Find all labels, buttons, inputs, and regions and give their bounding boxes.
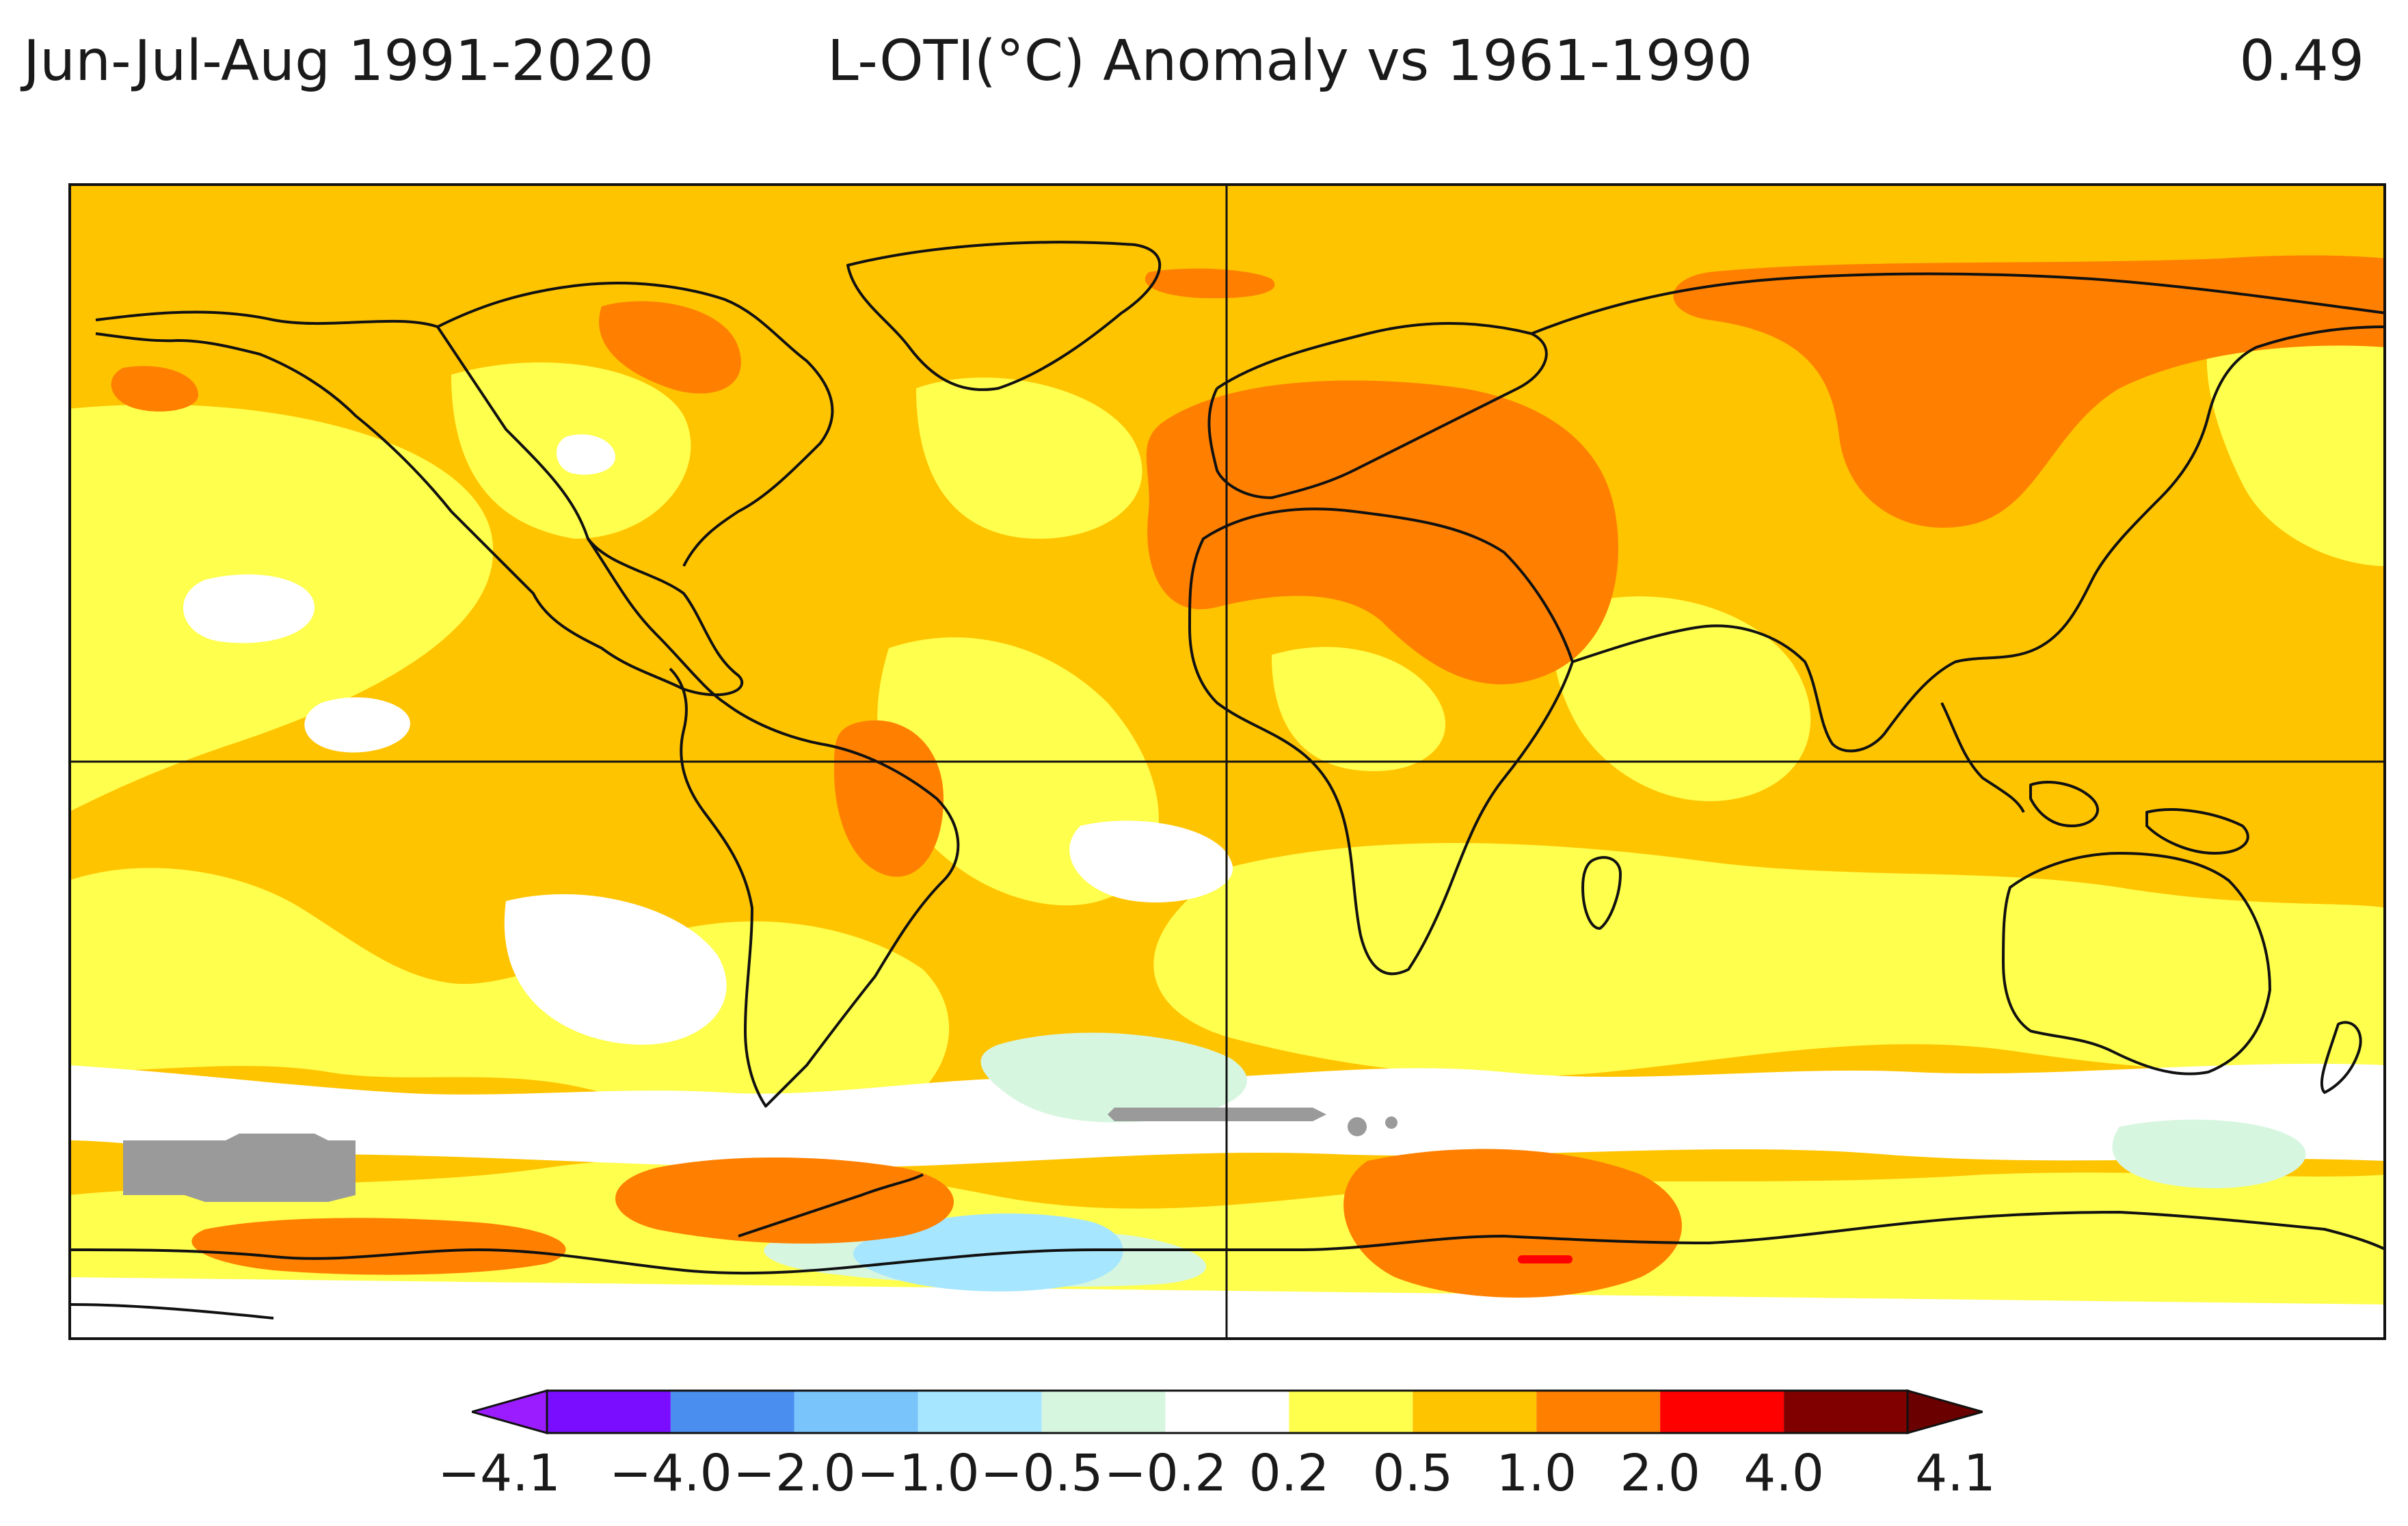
colorbar-tick-label: −0.2 xyxy=(1103,1444,1227,1503)
map-frame-border xyxy=(68,183,2386,1340)
colorbar-tick-label: 4.0 xyxy=(1743,1444,1824,1503)
colorbar-tick-label: 0.2 xyxy=(1248,1444,1330,1503)
colorbar-tick-label: −4.0 xyxy=(609,1444,732,1503)
colorbar-bin xyxy=(547,1391,671,1433)
colorbar-tick-label: 0.5 xyxy=(1372,1444,1454,1503)
colorbar-bin xyxy=(1660,1391,1784,1433)
colorbar-tick-label: 2.0 xyxy=(1620,1444,1701,1503)
colorbar-under-extension xyxy=(468,1389,548,1434)
colorbar xyxy=(468,1388,1987,1436)
colorbar-bin xyxy=(1536,1391,1661,1433)
colorbar-bin xyxy=(1784,1391,1908,1433)
colorbar-over-extension xyxy=(1906,1389,1987,1434)
map-title: L-OTI(°C) Anomaly vs 1961-1990 xyxy=(827,29,1753,94)
anomaly-field-minus-0p5-1p0 xyxy=(853,1213,1123,1291)
map-period-label: Jun-Jul-Aug 1991-2020 xyxy=(23,29,654,94)
colorbar-bin xyxy=(1041,1391,1166,1433)
colorbar-bin xyxy=(918,1391,1042,1433)
colorbar-bin xyxy=(1165,1391,1289,1433)
colorbar-tick-label: 1.0 xyxy=(1496,1444,1577,1503)
colorbar-tick-label: −2.0 xyxy=(732,1444,856,1503)
colorbar-frame xyxy=(546,1389,1909,1434)
coastlines xyxy=(68,241,2386,1320)
anomaly-field-2p0-4p0 xyxy=(1518,1255,1573,1263)
colorbar-tick-label: −4.1 xyxy=(438,1444,561,1503)
missing-data-regions xyxy=(123,1108,1397,1202)
colorbar-labels: −4.1 −4.0 −2.0 −1.0 −0.5 −0.2 0.2 0.5 1.0 2.0 4.0 4… xyxy=(438,1443,1996,1511)
anomaly-field-1p0-2p0 xyxy=(111,255,2386,1298)
colorbar-tick-label: 4.1 xyxy=(1915,1444,1996,1503)
colorbar-bin xyxy=(1289,1391,1413,1433)
colorbar-bin xyxy=(670,1391,794,1433)
colorbar-bin xyxy=(794,1391,918,1433)
global-mean-anomaly: 0.49 xyxy=(2239,29,2364,94)
anomaly-map xyxy=(68,183,2386,1340)
colorbar-tick-label: −0.5 xyxy=(980,1444,1103,1503)
colorbar-tick-label: −1.0 xyxy=(856,1444,980,1503)
colorbar-bin xyxy=(1413,1391,1537,1433)
